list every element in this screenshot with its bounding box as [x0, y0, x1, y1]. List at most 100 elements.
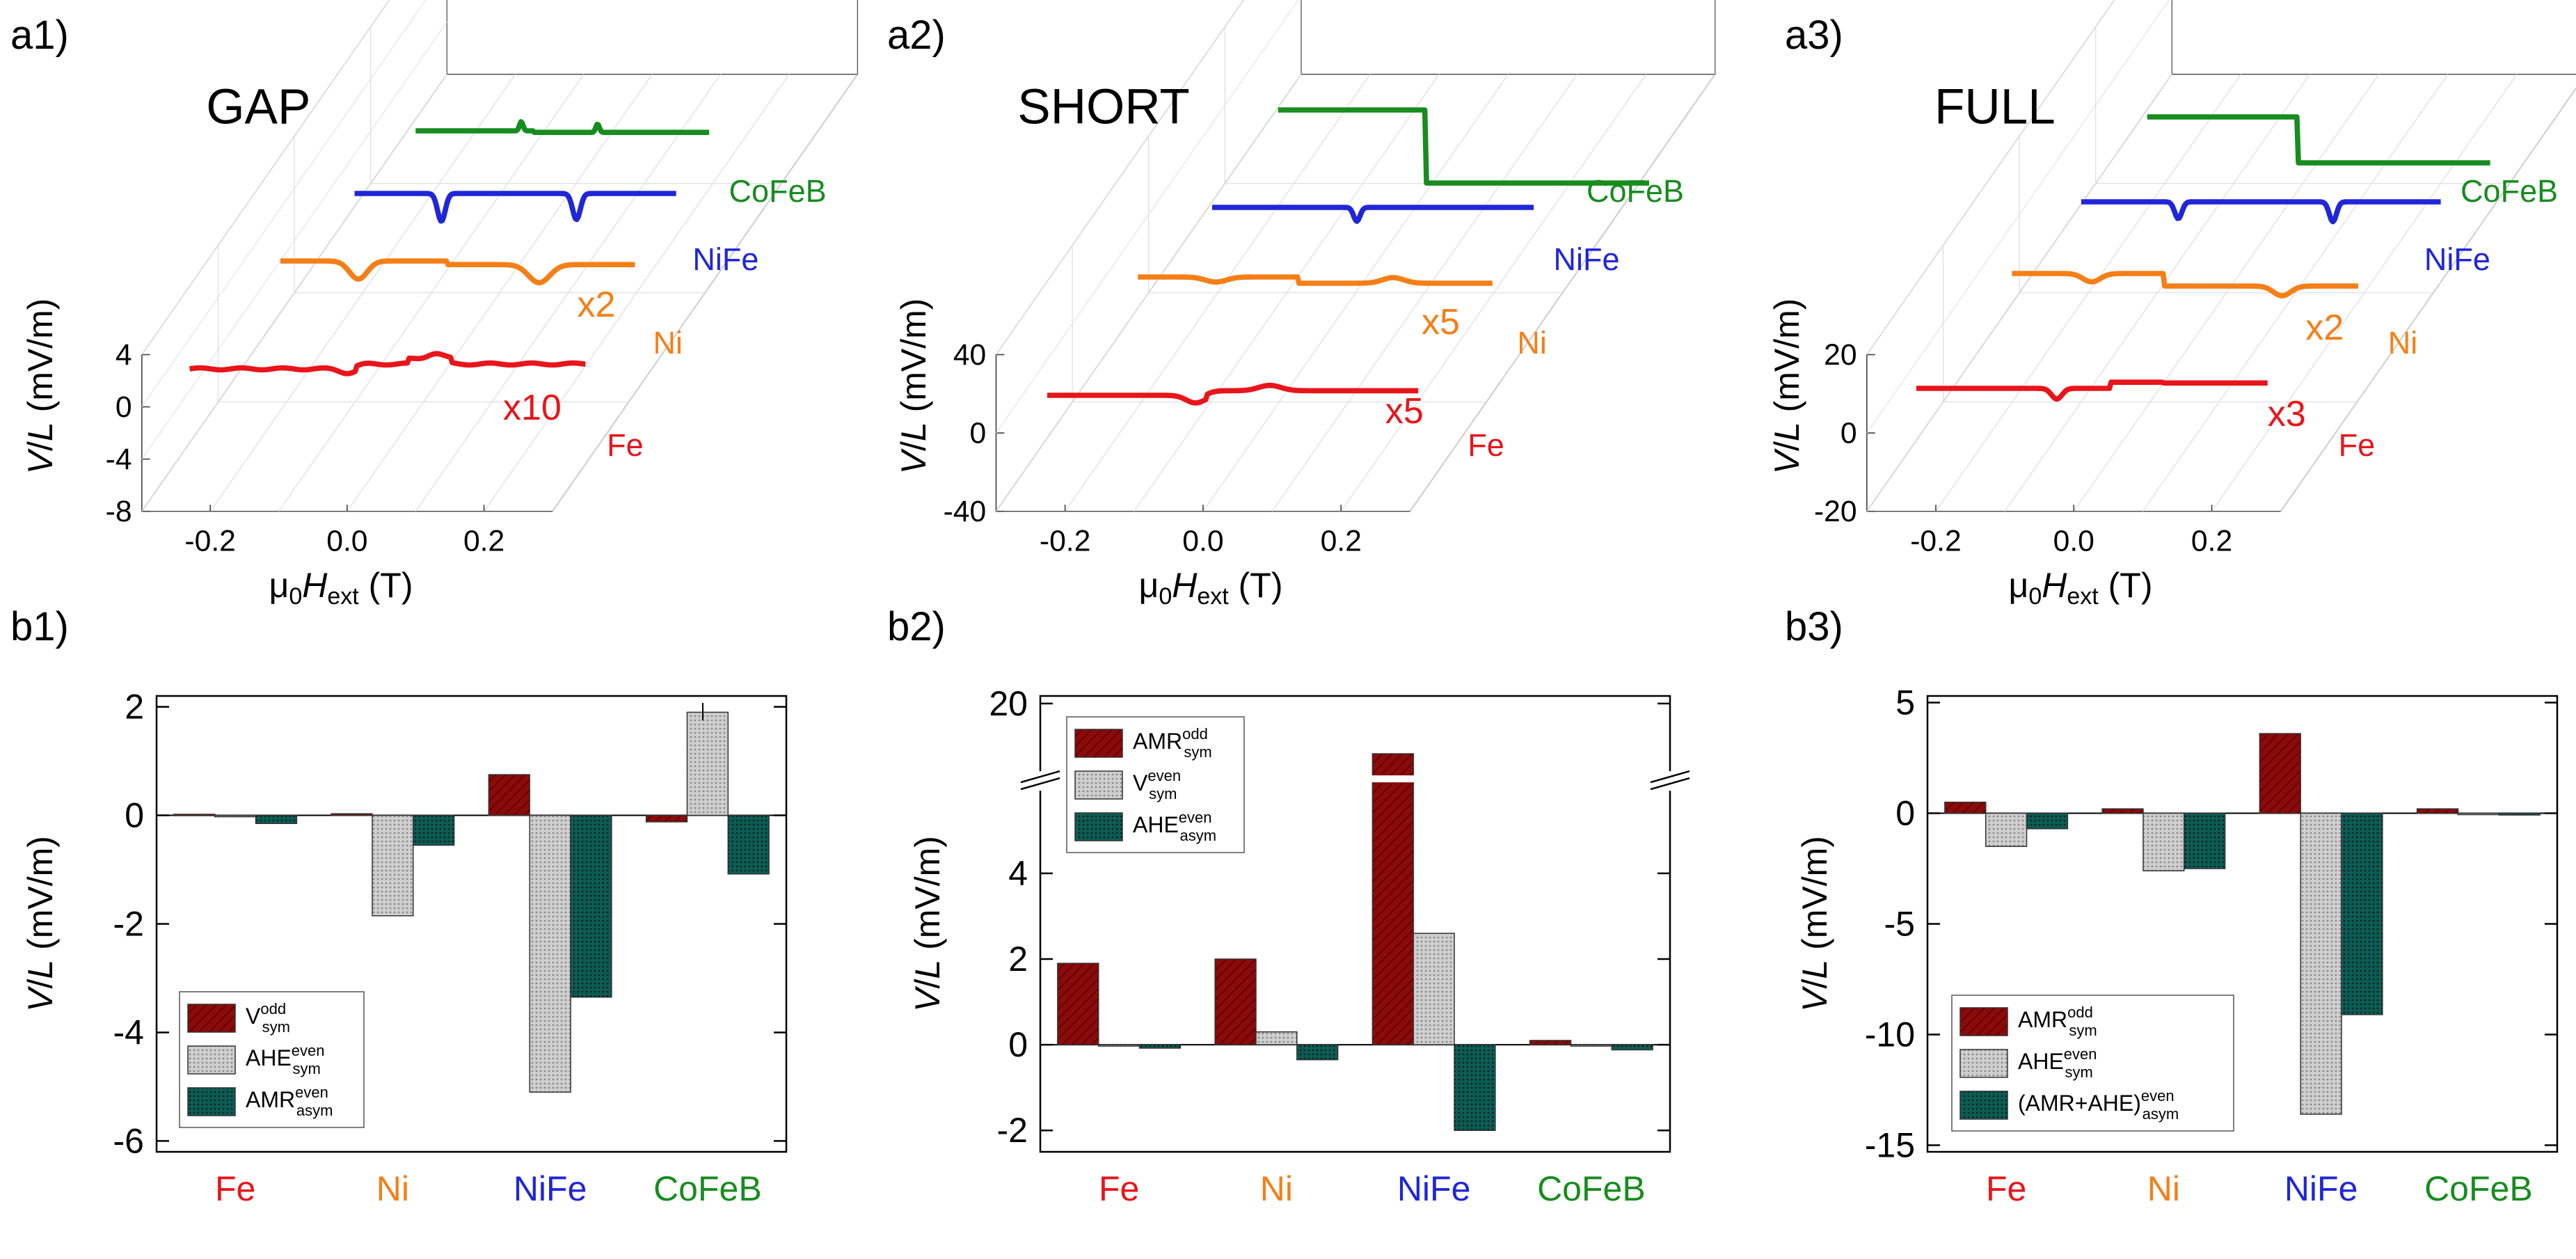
- x-axis-label-a2-mu: μ: [1139, 566, 1159, 605]
- legend-sub: sym: [262, 1018, 290, 1036]
- bar-b2-Fe-1: [1097, 1044, 1140, 1047]
- bar-b2-CoFeB-2: [1611, 1044, 1653, 1051]
- x-axis-label-a1: μ0Hext (T): [269, 566, 413, 610]
- legend-main: V: [1133, 770, 1148, 795]
- ytick-label-b1: -4: [113, 1013, 144, 1052]
- y-axis-label-a2: V/L (mV/m): [894, 299, 933, 475]
- ytick-label-a1: -4: [106, 443, 132, 476]
- legend-label-b1-1: AHEeven sym: [246, 1042, 325, 1077]
- xtick-label-a1: 0.0: [326, 525, 367, 558]
- series-line-a1-Ni: [279, 258, 636, 285]
- legend-sup: odd: [2067, 1004, 2093, 1021]
- y-axis-label-a2-slash: /: [894, 441, 933, 451]
- bar-b3-NiFe-1: [2300, 812, 2342, 1115]
- legend-sub: asym: [2142, 1105, 2179, 1123]
- legend-label-b2-1: Veven sym: [1133, 767, 1181, 802]
- legend-swatch-b2-1: [1074, 770, 1123, 800]
- bar-b3-Fe-2: [2026, 812, 2069, 830]
- ytick-label-a2: 0: [970, 416, 987, 450]
- bar-b1-Fe-1: [214, 814, 257, 818]
- y-axis-label-b1-l: L: [21, 960, 60, 979]
- xtick-label-b3-CoFeB: CoFeB: [2424, 1169, 2533, 1208]
- series-line-a3-Ni: [2010, 271, 2360, 299]
- xtick-label-a3: 0.2: [2191, 525, 2232, 558]
- xtick-label-b1-CoFeB: CoFeB: [653, 1169, 762, 1208]
- legend-sub: sym: [293, 1060, 321, 1077]
- legend-sup: even: [2141, 1087, 2175, 1104]
- legend-label-b3-2: (AMR+AHE)even asym: [2018, 1087, 2179, 1123]
- x-axis-label-a1-mu: μ: [269, 566, 289, 605]
- xtick-label-a1: -0.2: [184, 525, 235, 558]
- y-axis-label-a2-v: V: [894, 448, 933, 474]
- xtick-label-b3-Fe: Fe: [1986, 1169, 2026, 1208]
- bar-b2-NiFe-1: [1413, 933, 1455, 1045]
- bar-b2-NiFe-0: [1372, 753, 1414, 1045]
- legend-main: AHE: [2018, 1049, 2064, 1074]
- ygrid-a3: [1866, 0, 2170, 434]
- legend-sup: even: [292, 1042, 325, 1059]
- material-label-a2-Ni: Ni: [1517, 325, 1547, 361]
- series-line-a3-Fe: [1915, 379, 2269, 402]
- ygrid-a3: [1866, 74, 2172, 512]
- scale-label-a1-Fe: x10: [503, 388, 562, 428]
- x-axis-label-a3-zero: 0: [2028, 583, 2042, 610]
- y-axis-label-a1-l: L: [21, 422, 60, 441]
- bar-break-gap: [1371, 775, 1415, 783]
- y-axis-label-a3-unit: (mV/m): [1767, 299, 1806, 422]
- legend-swatch-b3-1: [1959, 1049, 2008, 1078]
- material-label-a3-Fe: Fe: [2339, 427, 2376, 463]
- bar-b2-Ni-1: [1255, 1031, 1298, 1045]
- xtick-label-b2-Ni: Ni: [1260, 1169, 1293, 1208]
- ytick-label-a1: -8: [106, 495, 132, 528]
- ygrid-a3: [1866, 0, 2115, 355]
- bar-b1-NiFe-1: [529, 814, 571, 1093]
- legend-label-b3-1: AHEeven sym: [2018, 1045, 2097, 1081]
- legend-main: AMR: [2018, 1007, 2067, 1032]
- legend-label-b3-0: AMRodd sym: [2018, 1004, 2097, 1039]
- panel-label-b3: b3): [1785, 604, 1843, 649]
- ytick-label-b1: 2: [125, 688, 144, 727]
- xtick-label-a2: 0.0: [1182, 525, 1223, 558]
- legend-sub: sym: [1149, 785, 1177, 802]
- y-axis-label-a3-l: L: [1767, 422, 1806, 441]
- legend-sup: odd: [260, 1000, 286, 1018]
- legend-swatch-b2-0: [1074, 729, 1123, 758]
- x-axis-label-a1-h: H: [302, 566, 328, 605]
- xtick-label-b3-Ni: Ni: [2147, 1169, 2180, 1208]
- bar-b2-Ni-0: [1214, 958, 1257, 1045]
- bar-b3-CoFeB-1: [2457, 812, 2500, 816]
- y-axis-label-a3-v: V: [1767, 448, 1806, 474]
- legend-main: AHE: [246, 1045, 292, 1070]
- y-axis-label-a2-unit: (mV/m): [894, 299, 933, 422]
- bar-b3-Ni-2: [2184, 812, 2226, 869]
- legend-sup: odd: [1182, 725, 1208, 743]
- legend-sup: even: [2064, 1045, 2097, 1063]
- legend-swatch-b1-0: [187, 1004, 236, 1033]
- ytick-label-a2: -40: [944, 495, 987, 528]
- ytick-label-a1: 4: [116, 338, 132, 372]
- legend-main: (AMR+AHE): [2018, 1091, 2141, 1116]
- panel-label-a1: a1): [10, 13, 69, 58]
- material-label-a1-CoFeB: CoFeB: [729, 173, 827, 209]
- legend-sub: asym: [296, 1102, 333, 1119]
- scale-label-a1-Ni: x2: [577, 285, 615, 325]
- ytick-label-b3: -10: [1865, 1015, 1915, 1054]
- x-axis-label-a1-zero: 0: [289, 583, 302, 610]
- xtick-label-b3-NiFe: NiFe: [2284, 1169, 2358, 1208]
- xtick-label-b2-Fe: Fe: [1099, 1169, 1139, 1208]
- break-mark-left-1: [1020, 777, 1060, 791]
- bar-b2-NiFe-2: [1454, 1044, 1496, 1131]
- x-axis-label-a3-ext: ext: [2067, 583, 2099, 610]
- xtick-label-a2: 0.2: [1321, 525, 1362, 558]
- series-line-a1-Fe: [189, 351, 587, 377]
- series-line-a2-Fe: [1046, 382, 1420, 406]
- ygrid-a1: [141, 22, 447, 459]
- y-axis-label-b2: V/L (mV/m): [908, 836, 947, 1012]
- break-mark-left-2: [1020, 770, 1060, 784]
- material-label-a1-Fe: Fe: [607, 427, 644, 463]
- bar-b3-NiFe-0: [2259, 733, 2301, 814]
- y-axis-label-a1-unit: (mV/m): [21, 299, 60, 422]
- legend-swatch-b3-0: [1959, 1007, 2008, 1036]
- x-axis-label-a3-unit: (T): [2099, 566, 2153, 605]
